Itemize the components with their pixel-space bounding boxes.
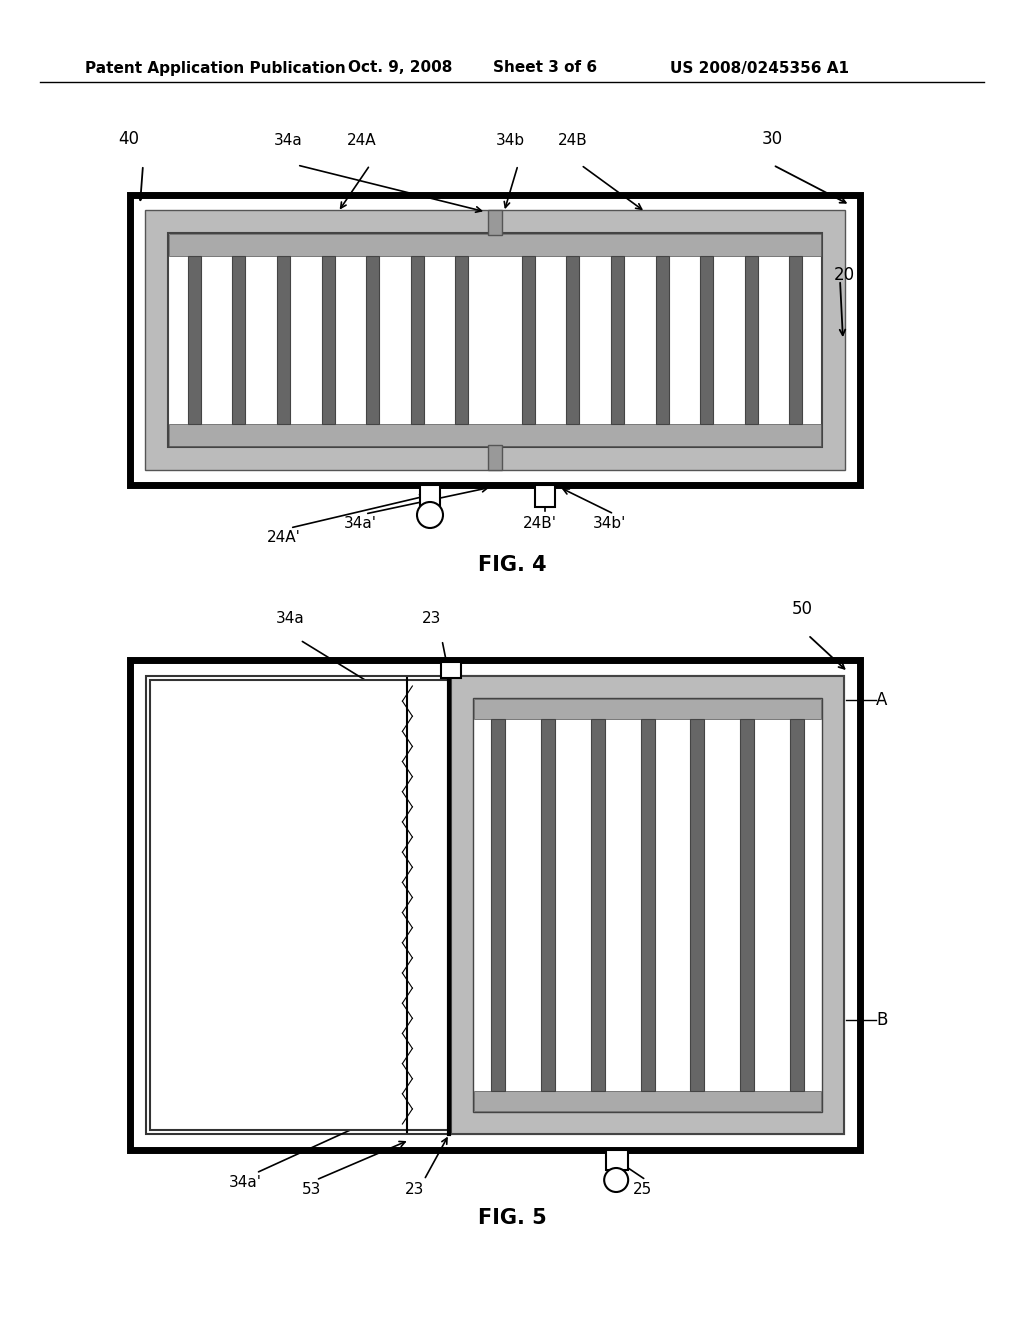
- Bar: [566, 256, 580, 424]
- Text: 34a: 34a: [273, 133, 302, 148]
- Bar: [366, 256, 379, 424]
- Bar: [232, 256, 246, 424]
- Text: A: A: [876, 690, 888, 709]
- Bar: [790, 256, 802, 424]
- Bar: [690, 719, 705, 1092]
- Bar: [744, 256, 758, 424]
- Text: 34b': 34b': [593, 516, 627, 531]
- Bar: [791, 719, 804, 1092]
- Bar: [452, 676, 844, 1134]
- Circle shape: [604, 1168, 628, 1192]
- Text: Sheet 3 of 6: Sheet 3 of 6: [493, 61, 597, 75]
- Bar: [541, 719, 555, 1092]
- Text: 20: 20: [834, 267, 855, 284]
- Text: 34a: 34a: [275, 611, 304, 626]
- Bar: [591, 719, 605, 1092]
- Bar: [606, 1150, 628, 1170]
- Bar: [655, 256, 669, 424]
- Text: FIG. 5: FIG. 5: [477, 1208, 547, 1228]
- Text: 50: 50: [792, 601, 813, 618]
- Text: 40: 40: [118, 129, 139, 148]
- Bar: [322, 256, 335, 424]
- Bar: [641, 719, 654, 1092]
- Bar: [130, 660, 860, 1150]
- Text: 24B: 24B: [558, 133, 588, 148]
- Bar: [168, 234, 822, 447]
- Text: 53: 53: [302, 1181, 322, 1197]
- Bar: [150, 680, 456, 1130]
- Text: 34a': 34a': [343, 516, 377, 531]
- Bar: [740, 719, 755, 1092]
- Bar: [474, 1092, 821, 1111]
- Bar: [488, 210, 502, 235]
- Bar: [474, 700, 821, 719]
- Bar: [169, 234, 821, 256]
- Bar: [473, 698, 822, 1111]
- Text: 25: 25: [634, 1181, 652, 1197]
- Bar: [611, 256, 624, 424]
- Bar: [488, 445, 502, 470]
- Bar: [700, 256, 713, 424]
- Text: US 2008/0245356 A1: US 2008/0245356 A1: [671, 61, 850, 75]
- Bar: [522, 256, 535, 424]
- Text: 24B': 24B': [523, 516, 557, 531]
- Bar: [130, 195, 860, 484]
- Bar: [145, 210, 845, 470]
- Bar: [420, 484, 440, 507]
- Text: 23: 23: [422, 611, 441, 626]
- Text: 30: 30: [762, 129, 783, 148]
- Bar: [492, 719, 505, 1092]
- Bar: [187, 256, 201, 424]
- Text: B: B: [876, 1011, 888, 1030]
- Text: 34a': 34a': [228, 1175, 261, 1191]
- Text: Oct. 9, 2008: Oct. 9, 2008: [348, 61, 453, 75]
- Text: 24A: 24A: [347, 133, 377, 148]
- Circle shape: [417, 502, 443, 528]
- Text: FIG. 4: FIG. 4: [477, 554, 547, 576]
- Text: 24A': 24A': [267, 531, 301, 545]
- Bar: [456, 256, 468, 424]
- Text: 23: 23: [406, 1181, 425, 1197]
- Text: 34b: 34b: [496, 133, 524, 148]
- Bar: [169, 424, 821, 446]
- Bar: [411, 256, 424, 424]
- Bar: [146, 676, 844, 1134]
- Bar: [535, 484, 555, 507]
- Bar: [441, 663, 461, 678]
- Bar: [276, 256, 290, 424]
- Text: Patent Application Publication: Patent Application Publication: [85, 61, 346, 75]
